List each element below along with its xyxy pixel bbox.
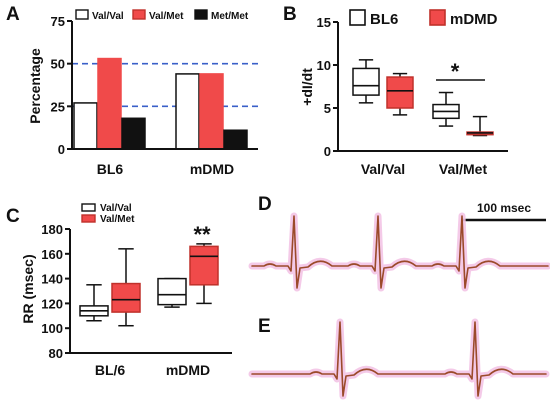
panel-c-legend-swatch [81,203,96,212]
scale-bar-label: 100 msec [477,201,531,215]
panel-c-box-mdmd-val-met [189,243,219,305]
panel-a-bar-val-met [199,73,224,150]
panel-a-legend-label: Met/Met [211,11,249,22]
panel-c-ytick-label: 120 [41,296,63,311]
panel-a-bar-val-val [73,102,98,150]
panel-b-box-val-val-bl6 [352,59,380,104]
panel-b-legend-label: mDMD [450,11,498,28]
panel-c-letter: C [6,206,20,227]
panel-c-ytick-label: 80 [49,346,63,361]
panel-b-box-val-val-mdmd [386,72,414,116]
panel-a-legend-swatch [194,9,208,20]
panel-b-box-val-met-bl6 [432,91,460,127]
box-iqr [111,282,141,313]
ecg-trace-e [251,321,547,397]
panel-b-legend-swatch [429,9,446,26]
panel-d-ecg-trace: D 100 msec [248,194,550,292]
panel-b-box-val-met-mdmd [466,115,494,137]
box-iqr [386,76,414,109]
panel-a-bar-met-met [223,129,248,150]
panel-b-ytick-label: 15 [317,15,331,30]
panel-b-legend-swatch [349,9,366,26]
panel-a-ylabel: Percentage [27,48,43,124]
panel-c-ytick-label: 100 [41,321,63,336]
panel-b-legend: BL6 mDMD [349,9,498,28]
box-iqr [189,245,219,286]
panel-c-ytick-label: 180 [41,222,63,237]
panel-d-letter: D [258,194,272,215]
panel-a-ytick-label: 0 [58,142,65,157]
panel-b-legend-label: BL6 [370,11,398,28]
panel-a-category-label: mDMD [190,161,234,177]
panel-a-bar-met-met [121,117,146,150]
panel-c-category-label: mDMD [166,362,210,378]
panel-c-significance-stars: ** [193,222,211,247]
panel-a-ytick-label: 50 [51,57,65,72]
panel-a-letter: A [6,4,20,25]
panel-b-box-plot: B +dI/dt 0 5 10 15 Val/Val Val/Met * BL6 mDMD [283,4,508,177]
panel-a-ytick-label: 25 [51,99,65,114]
panel-a-ytick-label: 75 [51,14,65,29]
panel-b-letter: B [283,4,297,25]
panel-b-category-label: Val/Val [361,161,405,177]
panel-a-legend-label: Val/Met [149,11,184,22]
panel-c-box-mdmd-val-val [157,277,187,308]
panel-c-legend-label: Val/Met [100,214,135,225]
panel-a-bar-val-met [97,57,122,150]
panel-b-ytick-label: 0 [324,144,331,159]
panel-c-ytick-label: 160 [41,247,63,262]
panel-c-legend-label: Val/Val [100,203,132,214]
panel-a-legend-label: Val/Val [92,11,124,22]
box-iqr [352,67,380,96]
panel-c-ylabel: RR (msec) [20,254,36,323]
panel-a-legend-swatch [132,9,146,20]
panel-b-category-label: Val/Met [439,161,488,177]
panel-c-box-plot: C RR (msec) 80 100 120 140 160 180 BL/6 mDMD *… [6,203,232,378]
panel-c-legend-swatch [81,214,96,223]
panel-a-category-label: BL6 [97,161,124,177]
panel-a-legend-swatch [75,9,89,20]
panel-c-box-bl-6-val-val [79,284,109,322]
panel-b-ylabel: +dI/dt [299,68,315,106]
panel-b-significance-star: * [451,59,460,84]
panel-a-legend: Val/Val Val/Met Met/Met [75,9,249,22]
panel-b-ytick-label: 5 [324,101,331,116]
box-iqr [157,277,187,306]
panel-c-box-bl-6-val-met [111,248,141,327]
panel-c-category-label: BL/6 [95,362,126,378]
panel-b-ytick-label: 10 [317,58,331,73]
panel-c-ytick-label: 140 [41,272,63,287]
ecg-trace-d [251,215,549,289]
panel-e-ecg-trace: E [248,316,550,400]
panel-e-letter: E [258,316,271,337]
panel-a-bar-val-val [175,73,200,150]
ecg-trace-e-glow [248,318,550,400]
